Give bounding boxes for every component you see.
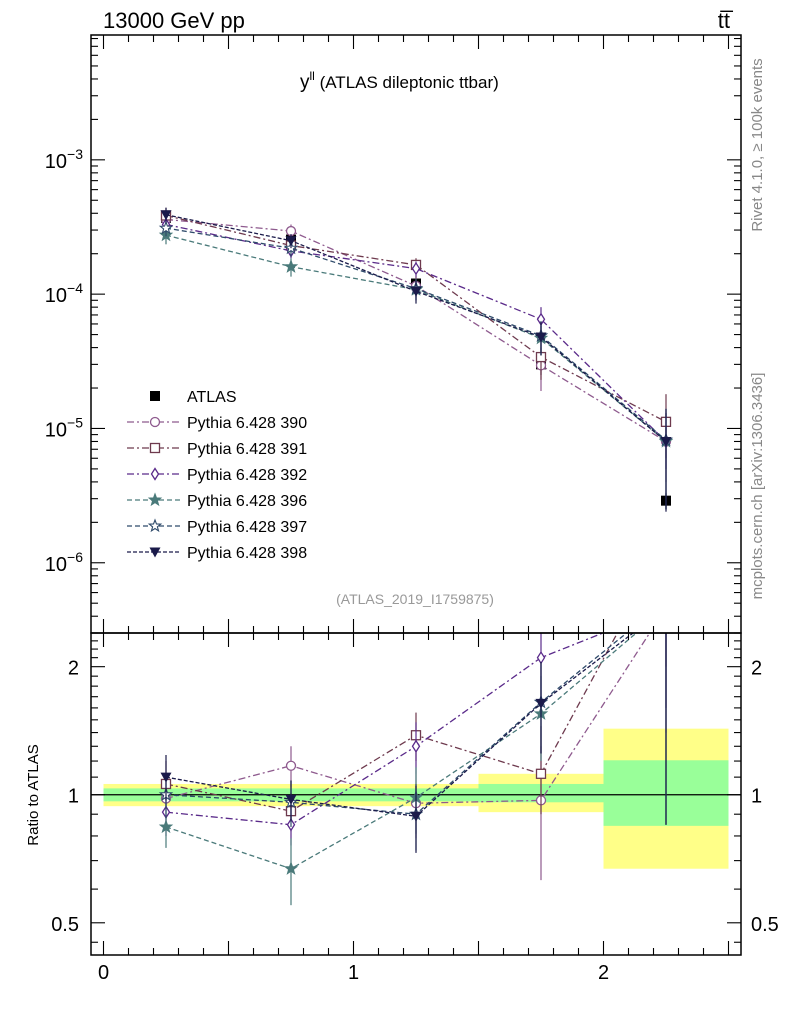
plot-title-sup: ll: [310, 69, 315, 83]
series-line-398: [165, 214, 667, 442]
xtick-label-2: 2: [598, 962, 609, 984]
ratio-point-392-2: [411, 739, 421, 753]
legend-marker-392: [150, 467, 160, 481]
point-398-2: [410, 286, 422, 297]
ratio-ytick-label-0: 0.5: [51, 914, 79, 936]
legend-item-391: Pythia 6.428 391: [127, 441, 307, 458]
legend-marker-390: [149, 416, 161, 428]
main-ytick-label-1: 10−4: [45, 280, 83, 307]
legend-label-392: Pythia 6.428 392: [187, 467, 307, 484]
ratio-point-398-1: [285, 794, 297, 805]
ratio-ytick-label-right-1: 1: [751, 786, 762, 808]
ratio-ytick-label-right-0: 0.5: [751, 914, 779, 936]
legend-marker-ATLAS: [150, 391, 160, 401]
ratio-plot-frame: [90, 632, 742, 956]
energy-label: 13000 GeV pp: [103, 8, 245, 33]
legend-marker-396: [147, 492, 163, 507]
analysis-tag: (ATLAS_2019_I1759875): [336, 591, 494, 607]
point-398-4: [660, 436, 672, 447]
plot-title-rest: (ATLAS dileptonic ttbar): [315, 73, 499, 92]
ratio-ylabel: Ratio to ATLAS: [25, 744, 42, 845]
main-ytick-label-0: 10−3: [45, 146, 83, 173]
xtick-label-0: 0: [98, 962, 109, 984]
legend-item-392: Pythia 6.428 392: [127, 467, 307, 484]
point-396-1: [283, 259, 299, 273]
point-397-0: [158, 220, 174, 235]
xtick-label-1: 1: [348, 962, 359, 984]
ratio-ytick-label-2: 2: [68, 658, 79, 680]
series-398: [160, 207, 672, 512]
point-392-2: [411, 261, 421, 276]
legend-label-391: Pythia 6.428 391: [187, 441, 307, 458]
point-398-1: [285, 236, 297, 247]
main-series-group: [158, 207, 674, 512]
point-398-0: [160, 210, 172, 221]
legend-item-390: Pythia 6.428 390: [127, 415, 307, 432]
ratio-series-group: [158, 633, 667, 906]
ratio-point-398-0: [160, 772, 172, 783]
ratio-ytick-label-1: 1: [68, 786, 79, 808]
main-ytick-label-3: 10−6: [45, 549, 83, 576]
legend-marker-397: [147, 518, 163, 533]
legend-item-398: Pythia 6.428 398: [127, 545, 307, 562]
legend-item-396: Pythia 6.428 396: [127, 492, 307, 510]
legend-item-ATLAS: ATLAS: [150, 389, 237, 406]
legend-label-390: Pythia 6.428 390: [187, 415, 307, 432]
legend-marker-398: [149, 547, 161, 558]
axis-tick-labels: 10−3 10−4 10−5 10−6 0.5 0.5 1 1 2 2 0 1 2: [45, 146, 779, 984]
ratio-point-396-0: [158, 819, 174, 834]
main-ytick-label-2: 10−5: [45, 414, 83, 441]
rivet-version-label: Rivet 4.1.0, ≥ 100k events: [749, 58, 766, 231]
ratio-point-390-1: [285, 760, 297, 771]
legend-item-397: Pythia 6.428 397: [127, 518, 307, 536]
axis-ticks: [91, 35, 741, 955]
process-label: tt̅: [718, 8, 734, 33]
legend-label-398: Pythia 6.428 398: [187, 545, 307, 562]
ratio-ytick-label-right-2: 2: [751, 658, 762, 680]
ratio-point-398-3: [535, 698, 547, 709]
mcplots-label: mcplots.cern.ch [arXiv:1306.3436]: [749, 373, 766, 600]
plot-title-main: y: [300, 72, 310, 93]
plot-title: yll (ATLAS dileptonic ttbar): [300, 69, 499, 93]
legend-label-396: Pythia 6.428 396: [187, 493, 307, 510]
legend-marker-391: [149, 442, 161, 454]
legend: ATLAS Pythia 6.428 390 Pythia 6.428 391 Pyt…: [127, 389, 307, 562]
legend-label-397: Pythia 6.428 397: [187, 519, 307, 536]
point-398-3: [535, 332, 547, 343]
ratio-point-396-1: [283, 861, 299, 875]
ratio-point-398-2: [410, 811, 422, 822]
ratio-point-391-3: [535, 768, 547, 779]
ratio-series-398: [160, 633, 667, 853]
legend-label-ATLAS: ATLAS: [187, 389, 237, 406]
